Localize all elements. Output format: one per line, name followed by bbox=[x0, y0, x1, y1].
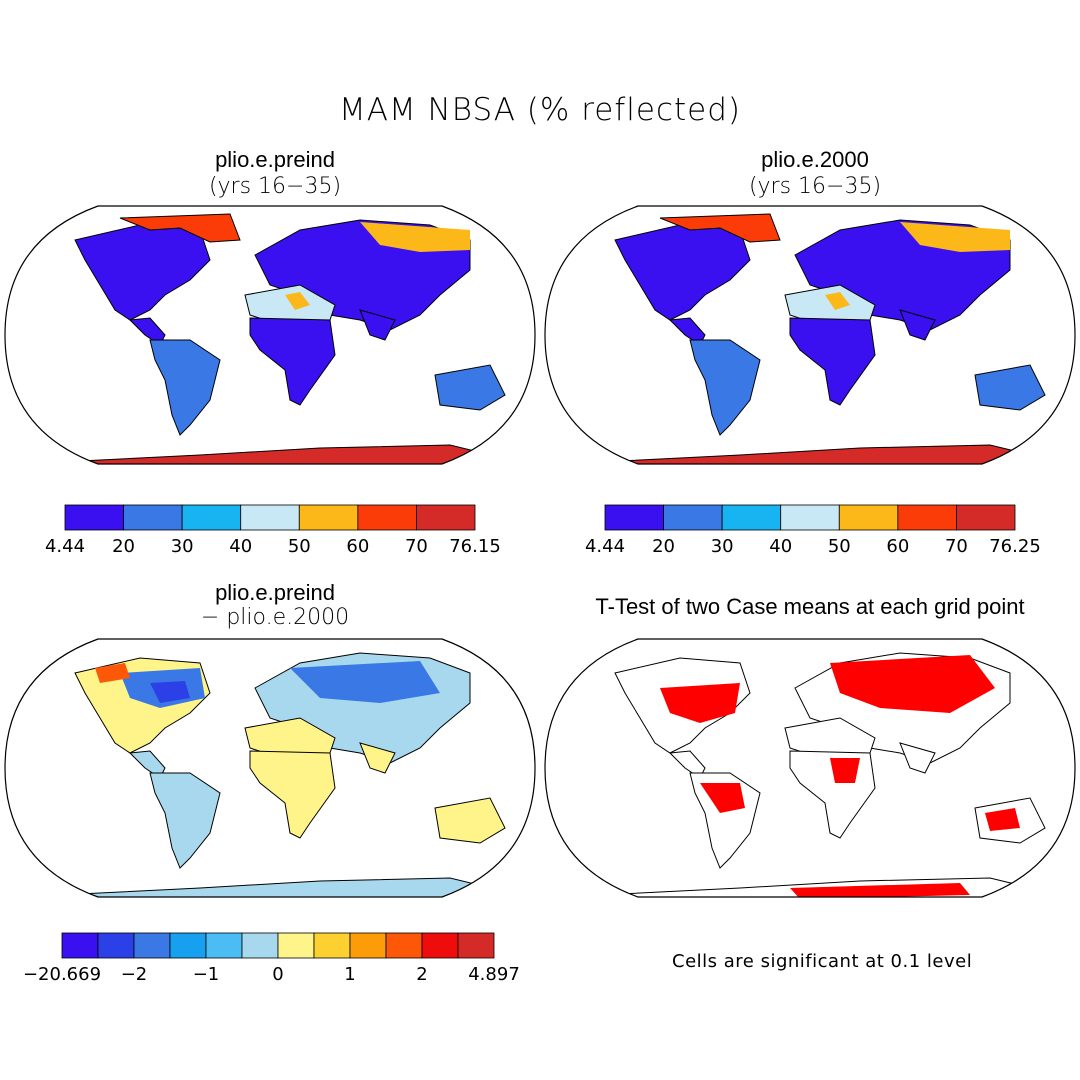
colorbar-swatch bbox=[780, 504, 840, 531]
colorbar-label: 76.25 bbox=[989, 536, 1041, 557]
colorbar-swatch bbox=[133, 932, 171, 959]
siberia-snow bbox=[900, 222, 1010, 252]
colorbar-swatch bbox=[604, 504, 664, 531]
colorbar-panel-3: −20.669 −2 −1 0 1 2 4.897 bbox=[23, 932, 520, 985]
canada-strong bbox=[150, 681, 190, 703]
colorbar-label: 1 bbox=[344, 964, 355, 985]
south-america bbox=[689, 339, 761, 436]
panel-4-title: T-Test of two Case means at each grid po… bbox=[595, 594, 1025, 619]
colorbar-swatch bbox=[663, 504, 723, 531]
colorbar-swatch bbox=[169, 932, 207, 959]
colorbar-swatch bbox=[61, 932, 99, 959]
arctic-canada bbox=[659, 213, 781, 243]
colorbar-label: 4.44 bbox=[45, 536, 85, 557]
south-asia bbox=[359, 742, 396, 774]
colorbar-label: 60 bbox=[886, 536, 909, 557]
sig-south-america bbox=[700, 783, 745, 813]
sig-australia bbox=[985, 808, 1020, 831]
colorbar-swatch bbox=[357, 504, 417, 531]
colorbar-panel-2: 4.44 20 30 40 50 60 70 76.25 bbox=[585, 504, 1041, 557]
colorbar-label: 76.15 bbox=[449, 536, 501, 557]
colorbar-swatch bbox=[313, 932, 351, 959]
africa bbox=[249, 317, 336, 406]
colorbar-swatch bbox=[457, 932, 495, 959]
eurasia-cool bbox=[290, 661, 440, 703]
colorbar-label: 4.897 bbox=[468, 964, 520, 985]
panel-2-title: plio.e.2000 bbox=[761, 147, 869, 172]
colorbar-swatch bbox=[241, 932, 279, 959]
arctic-canada bbox=[119, 213, 241, 243]
colorbar-swatch bbox=[897, 504, 957, 531]
colorbar-label: 20 bbox=[652, 536, 675, 557]
colorbar-swatch bbox=[721, 504, 782, 531]
south-asia bbox=[899, 742, 936, 774]
significance-note: Cells are significant at 0.1 level bbox=[672, 951, 973, 972]
colorbar-label: 30 bbox=[711, 536, 734, 557]
colorbar-label: −1 bbox=[193, 964, 220, 985]
colorbar-label: 2 bbox=[416, 964, 427, 985]
south-america bbox=[149, 772, 221, 869]
siberia-snow bbox=[360, 222, 470, 252]
africa bbox=[249, 750, 336, 839]
figure-title: MAM NBSA (% reflected) bbox=[339, 92, 741, 128]
colorbar-label: 70 bbox=[945, 536, 968, 557]
colorbar-swatch bbox=[298, 504, 359, 531]
sig-antarctica bbox=[790, 883, 970, 897]
australia bbox=[974, 364, 1046, 411]
colorbar-swatch bbox=[956, 504, 1016, 531]
colorbar-swatch bbox=[838, 504, 899, 531]
sig-eurasia bbox=[830, 655, 995, 713]
colorbar-swatch bbox=[421, 932, 459, 959]
colorbar-swatch bbox=[123, 504, 183, 531]
map-panel-1 bbox=[4, 205, 536, 465]
colorbar-label: 50 bbox=[828, 536, 851, 557]
south-america bbox=[149, 339, 221, 436]
map-panel-4 bbox=[544, 638, 1076, 898]
colorbar-label: −2 bbox=[121, 964, 148, 985]
panel-3-subtitle: − plio.e.2000 bbox=[200, 605, 350, 630]
south-asia bbox=[359, 309, 396, 341]
colorbar-label: 40 bbox=[229, 536, 252, 557]
australia bbox=[434, 364, 506, 411]
colorbar-label: 4.44 bbox=[585, 536, 625, 557]
colorbar-swatch bbox=[205, 932, 243, 959]
colorbar-label: 50 bbox=[288, 536, 311, 557]
colorbar-label: 30 bbox=[171, 536, 194, 557]
colorbar-label: 0 bbox=[272, 964, 283, 985]
colorbar-swatch bbox=[416, 504, 476, 531]
colorbar-swatch bbox=[385, 932, 423, 959]
sig-africa bbox=[830, 758, 860, 783]
panel-2-subtitle: (yrs 16−35) bbox=[748, 174, 882, 199]
panel-1-subtitle: (yrs 16−35) bbox=[208, 174, 342, 199]
map-panel-2 bbox=[544, 205, 1076, 465]
colorbar-label: 40 bbox=[769, 536, 792, 557]
colorbar-label: 20 bbox=[112, 536, 135, 557]
australia bbox=[434, 797, 506, 844]
colorbar-swatch bbox=[349, 932, 387, 959]
colorbar-swatch bbox=[277, 932, 315, 959]
sahara-core bbox=[285, 292, 310, 310]
panel-1-title: plio.e.preind bbox=[215, 147, 335, 172]
map-panel-3 bbox=[4, 638, 536, 898]
colorbar-label: 70 bbox=[405, 536, 428, 557]
colorbar-swatch bbox=[97, 932, 135, 959]
colorbar-swatch bbox=[64, 504, 124, 531]
colorbar-swatch bbox=[181, 504, 242, 531]
colorbar-label: −20.669 bbox=[23, 964, 101, 985]
sahara-core bbox=[825, 292, 850, 310]
africa bbox=[789, 317, 876, 406]
panel-3-title: plio.e.preind bbox=[215, 580, 335, 605]
colorbar-label: 60 bbox=[346, 536, 369, 557]
sig-north-america bbox=[660, 683, 740, 723]
colorbar-swatch bbox=[240, 504, 300, 531]
south-asia bbox=[899, 309, 936, 341]
alaska-warm bbox=[95, 663, 130, 683]
colorbar-panel-1: 4.44 20 30 40 50 60 70 76.15 bbox=[45, 504, 501, 557]
